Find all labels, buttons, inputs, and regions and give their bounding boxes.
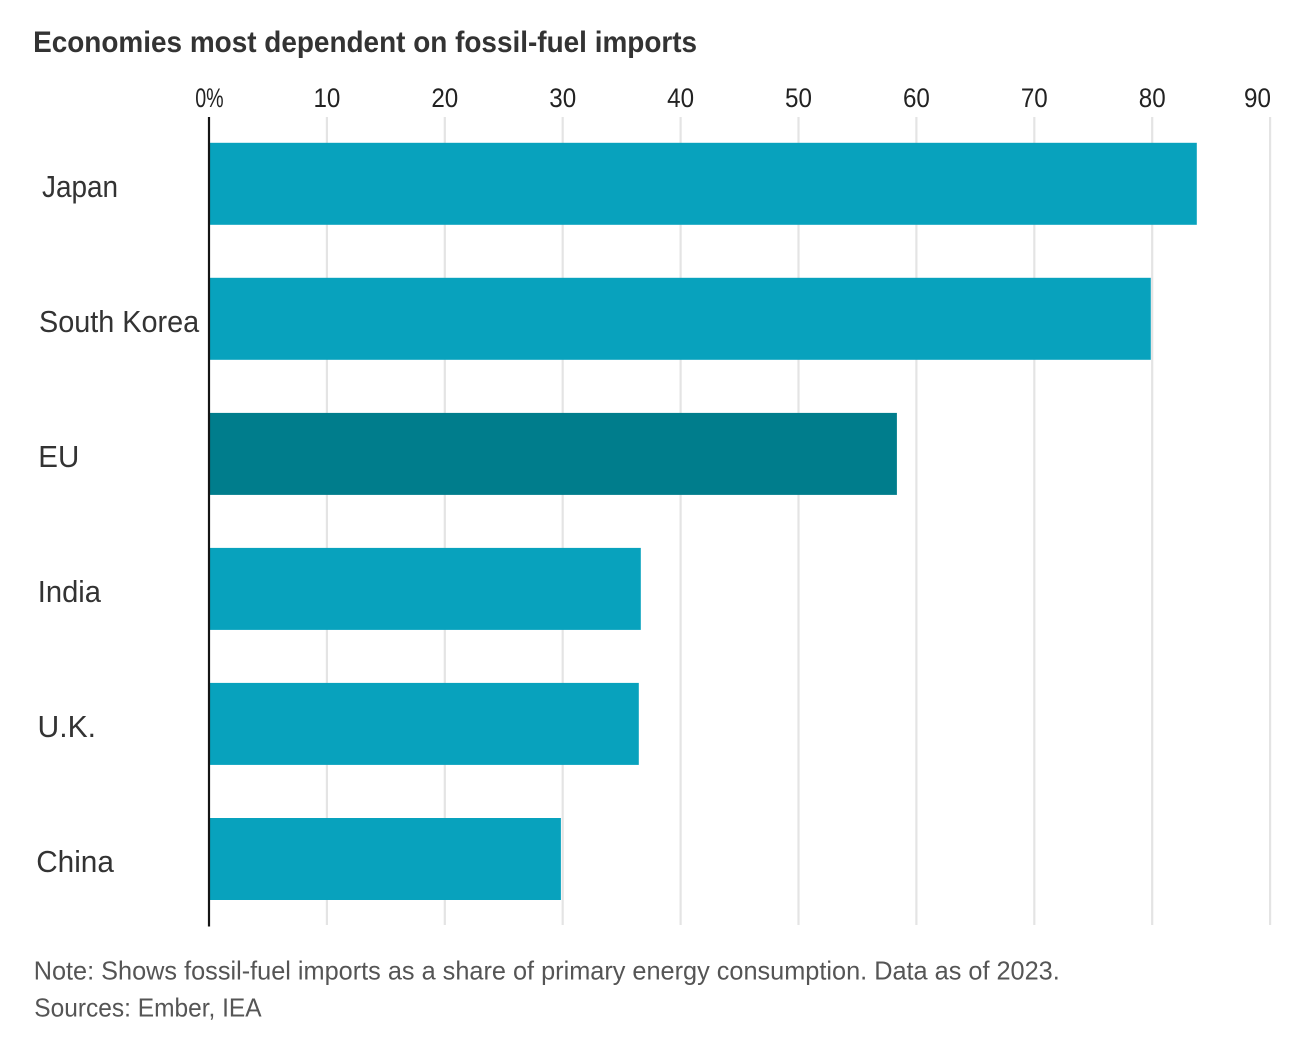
svg-text:China: China (36, 844, 114, 879)
svg-text:50: 50 (785, 83, 812, 113)
svg-text:90: 90 (1244, 83, 1271, 113)
svg-text:0%: 0% (195, 83, 223, 113)
svg-text:South Korea: South Korea (39, 304, 200, 339)
svg-text:80: 80 (1139, 83, 1166, 113)
svg-text:Japan: Japan (42, 169, 118, 204)
svg-text:10: 10 (313, 83, 340, 113)
svg-text:70: 70 (1021, 83, 1048, 113)
svg-text:Sources: Ember, IEA: Sources: Ember, IEA (34, 993, 262, 1023)
svg-text:30: 30 (549, 83, 576, 113)
svg-text:60: 60 (903, 83, 930, 113)
svg-text:EU: EU (38, 439, 79, 474)
svg-text:U.K.: U.K. (38, 709, 97, 744)
svg-text:Note: Shows fossil-fuel import: Note: Shows fossil-fuel imports as a sha… (34, 955, 1060, 985)
svg-text:Economies most dependent on fo: Economies most dependent on fossil-fuel … (33, 26, 697, 59)
svg-text:20: 20 (431, 83, 458, 113)
svg-text:India: India (38, 574, 102, 609)
svg-text:40: 40 (667, 83, 694, 113)
